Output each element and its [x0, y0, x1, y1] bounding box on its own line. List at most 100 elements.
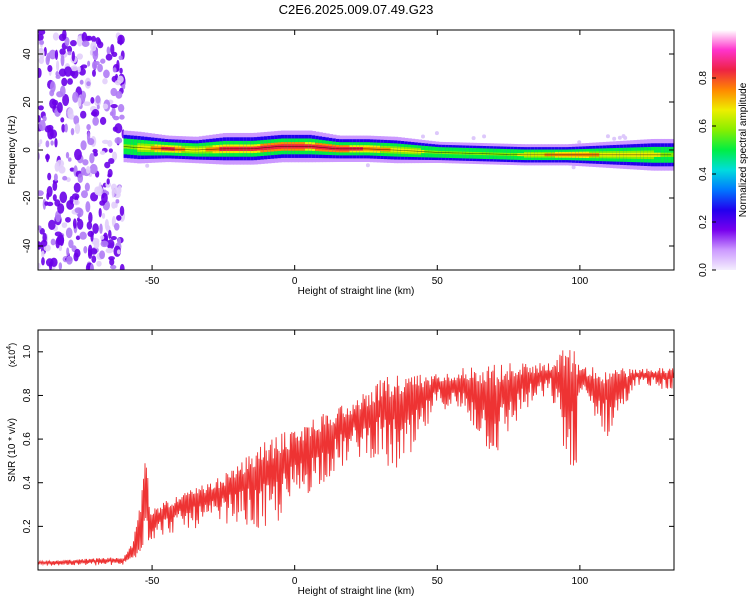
y-tick-label: 1.0 — [22, 344, 33, 358]
x-tick-label: 0 — [292, 576, 298, 587]
noise-blob — [86, 81, 91, 87]
noise-blob — [121, 84, 126, 90]
noise-blob — [100, 58, 106, 64]
snr-frame — [37, 329, 675, 571]
noise-blob — [118, 55, 123, 61]
noise-blob — [107, 140, 113, 147]
noise-blob — [64, 123, 68, 133]
speckle — [605, 134, 610, 139]
noise-blob — [76, 35, 83, 47]
noise-blob — [89, 153, 95, 164]
noise-blob — [75, 235, 81, 241]
noise-blob — [48, 219, 56, 230]
noise-blob — [46, 124, 54, 132]
noise-blob — [38, 33, 44, 41]
noise-blob — [47, 172, 52, 181]
noise-blob — [62, 175, 68, 181]
noise-blob — [100, 235, 105, 240]
x-tick-label: -50 — [145, 276, 160, 287]
noise-blob — [87, 230, 95, 238]
noise-blob — [38, 120, 46, 131]
noise-blob — [93, 151, 98, 157]
noise-blob — [84, 182, 90, 192]
spectrogram-ylabel: Frequency (Hz) — [7, 116, 18, 185]
noise-blob — [38, 115, 41, 123]
colorbar-tick-label: 0.6 — [698, 119, 709, 133]
noise-blob — [47, 65, 53, 72]
noise-blob — [67, 51, 72, 56]
noise-blob — [90, 111, 98, 117]
y-tick-label: -20 — [22, 190, 33, 205]
speckle — [482, 134, 487, 139]
noise-blob — [102, 78, 108, 85]
scale-prefix: (x10 — [7, 350, 17, 368]
noise-blob — [52, 181, 58, 192]
noise-blob — [42, 115, 47, 122]
y-tick-label: 0.6 — [22, 432, 33, 446]
colorbar: 0.0 0.2 0.4 0.6 0.8 Normalized spectral ampl… — [698, 30, 749, 277]
noise-blob — [38, 262, 41, 269]
noise-blob — [112, 67, 117, 73]
noise-blob — [98, 207, 102, 218]
noise-blob — [85, 201, 91, 213]
noise-blob — [60, 54, 65, 67]
noise-blob — [104, 161, 111, 169]
spectrogram-panel: -50 0 50 100 -40 -20 0 20 40 Height of straight… — [7, 29, 675, 297]
noise-blob — [83, 245, 88, 254]
noise-blob — [116, 249, 121, 255]
noise-blob — [64, 66, 72, 77]
noise-blob — [80, 140, 87, 151]
x-tick-label: 50 — [432, 576, 444, 587]
noise-blob — [61, 222, 68, 229]
noise-blob — [119, 263, 125, 270]
noise-blob — [115, 199, 120, 204]
noise-blob — [38, 190, 44, 197]
speckle — [577, 140, 582, 145]
colorbar-tick-label: 0.4 — [698, 167, 709, 181]
noise-blob — [96, 41, 104, 49]
noise-blob — [103, 69, 110, 79]
colorbar-label: Normalized spectral amplitude — [738, 82, 749, 217]
noise-blob — [55, 71, 59, 77]
y-tick-label: 40 — [22, 48, 33, 60]
noise-blob — [59, 48, 66, 55]
noise-blob — [117, 104, 125, 113]
noise-blob — [96, 260, 102, 267]
noise-blob — [105, 181, 111, 188]
noise-blob — [52, 32, 60, 41]
noise-blob — [48, 49, 57, 60]
noise-blob — [87, 249, 93, 259]
noise-blob — [72, 218, 77, 229]
x-tick-label: 50 — [432, 276, 444, 287]
track-segment — [671, 152, 674, 157]
noise-blob — [117, 39, 123, 45]
scale-exponent: 4 — [6, 346, 13, 350]
noise-blob — [81, 40, 90, 47]
noise-blob — [119, 67, 123, 74]
speckle — [420, 134, 425, 139]
noise-blob — [102, 103, 109, 110]
noise-blob — [101, 212, 106, 219]
noise-blob — [79, 231, 87, 240]
noise-blob — [108, 158, 115, 165]
snr-x-ticks: -50 0 50 100 — [145, 330, 589, 587]
noise-blob — [66, 247, 70, 257]
noise-blob — [38, 47, 44, 53]
snr-panel: -50 0 50 100 0.2 0.4 0.6 0.8 1.0 Height of stra… — [6, 329, 675, 597]
noise-blob — [108, 229, 112, 240]
signal-track — [123, 130, 674, 171]
noise-blob — [58, 165, 66, 174]
noise-blob — [72, 199, 80, 206]
snr-series — [38, 350, 674, 567]
noise-blob — [80, 110, 87, 119]
noise-blob — [110, 264, 117, 270]
svg-text:(x104): (x104) — [6, 343, 17, 367]
noise-blob — [60, 117, 65, 123]
noise-blob — [59, 234, 65, 247]
noise-blob — [49, 89, 55, 97]
noise-blob — [106, 46, 111, 55]
noise-blob — [65, 227, 73, 239]
speckle — [612, 136, 617, 141]
noise-blob — [116, 59, 120, 72]
noise-blob — [76, 53, 83, 60]
